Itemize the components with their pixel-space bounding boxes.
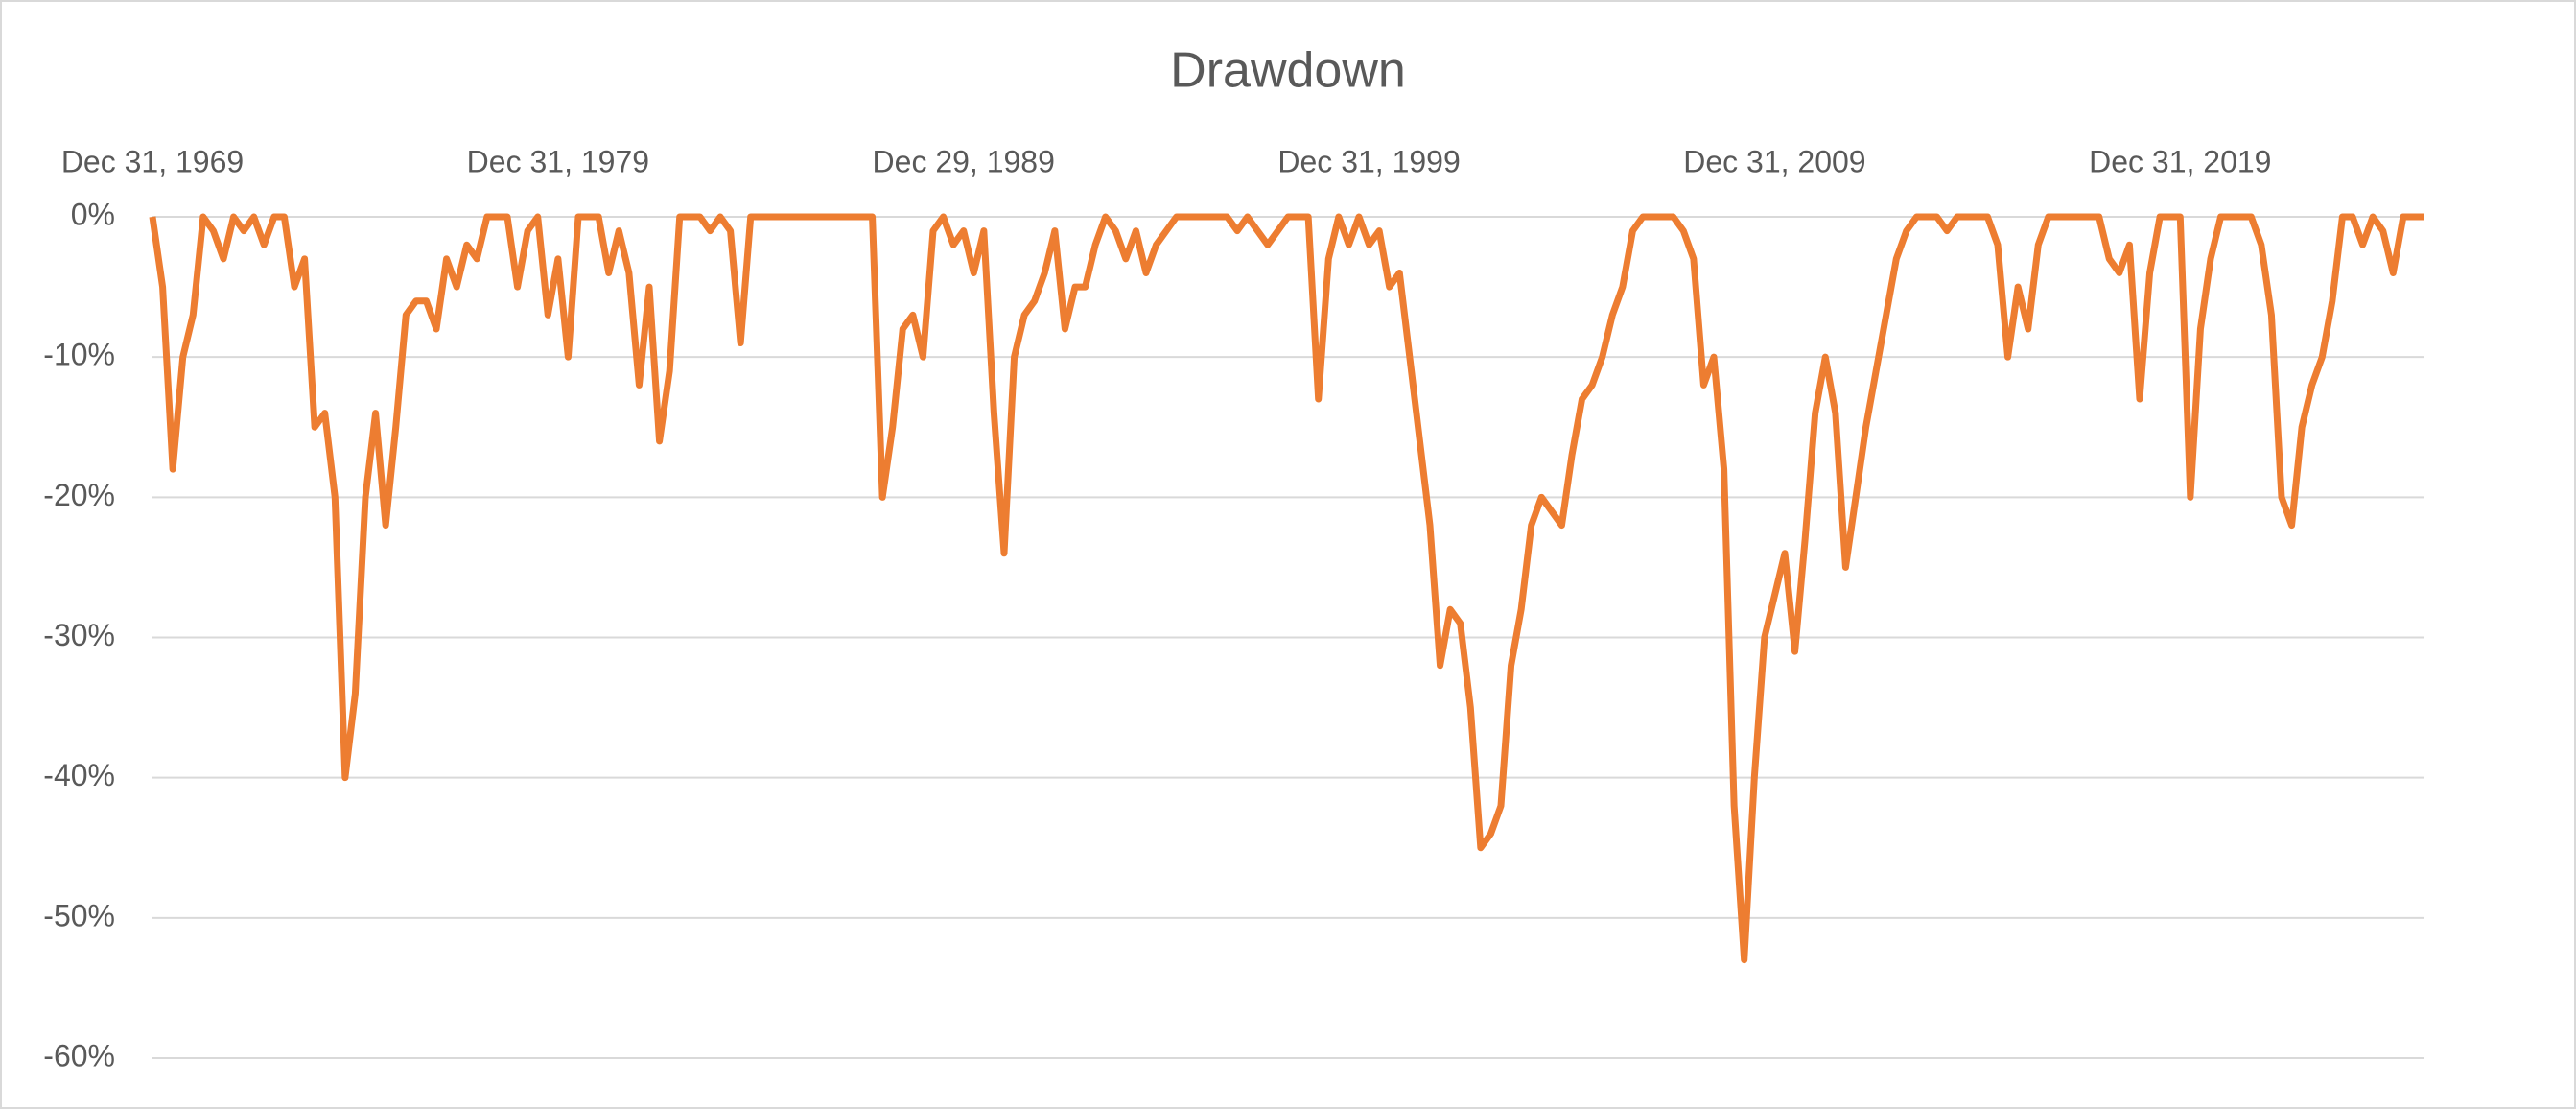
- line-series: [149, 213, 2424, 964]
- y-tick-label: -40%: [43, 758, 115, 792]
- chart-title: Drawdown: [1170, 43, 1406, 99]
- x-tick-label: Dec 31, 1969: [61, 144, 244, 178]
- x-tick-label: Dec 31, 2009: [1683, 144, 1865, 178]
- y-tick-label: -50%: [43, 898, 115, 932]
- y-tick-label: -20%: [43, 478, 115, 512]
- y-tick-label: 0%: [71, 197, 115, 231]
- y-tick-label: -10%: [43, 338, 115, 372]
- x-tick-label: Dec 31, 1999: [1277, 144, 1460, 178]
- y-tick-label: -30%: [43, 618, 115, 652]
- x-tick-label: Dec 29, 1989: [873, 144, 1055, 178]
- x-tick-label: Dec 31, 1979: [467, 144, 649, 178]
- x-tick-label: Dec 31, 2019: [2089, 144, 2271, 178]
- y-tick-label: -60%: [43, 1038, 115, 1073]
